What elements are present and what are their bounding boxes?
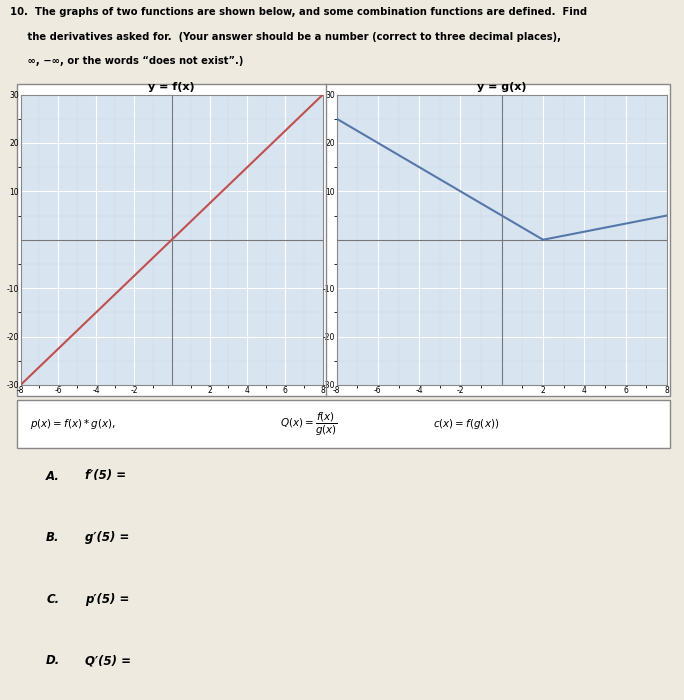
Text: $c(x) = f(g(x))$: $c(x) = f(g(x))$: [433, 417, 499, 431]
Text: C.: C.: [47, 593, 60, 606]
Text: g′(5) =: g′(5) =: [85, 531, 129, 544]
Text: $p(x) = f(x) * g(x),$: $p(x) = f(x) * g(x),$: [30, 417, 116, 431]
Text: D.: D.: [47, 654, 60, 667]
Text: p′(5) =: p′(5) =: [85, 593, 129, 606]
Text: $Q(x) = \dfrac{f(x)}{g(x)}$: $Q(x) = \dfrac{f(x)}{g(x)}$: [280, 411, 338, 438]
Text: ∞, −∞, or the words “does not exist”.): ∞, −∞, or the words “does not exist”.): [10, 56, 244, 66]
Text: B.: B.: [47, 531, 60, 544]
Text: Q′(5) =: Q′(5) =: [85, 654, 131, 667]
Text: A.: A.: [47, 470, 60, 482]
Text: f′(5) =: f′(5) =: [85, 470, 126, 482]
Text: 10.  The graphs of two functions are shown below, and some combination functions: 10. The graphs of two functions are show…: [10, 7, 588, 17]
Title: y = f(x): y = f(x): [148, 83, 195, 92]
Text: the derivatives asked for.  (Your answer should be a number (correct to three de: the derivatives asked for. (Your answer …: [10, 32, 562, 41]
Title: y = g(x): y = g(x): [477, 83, 527, 92]
